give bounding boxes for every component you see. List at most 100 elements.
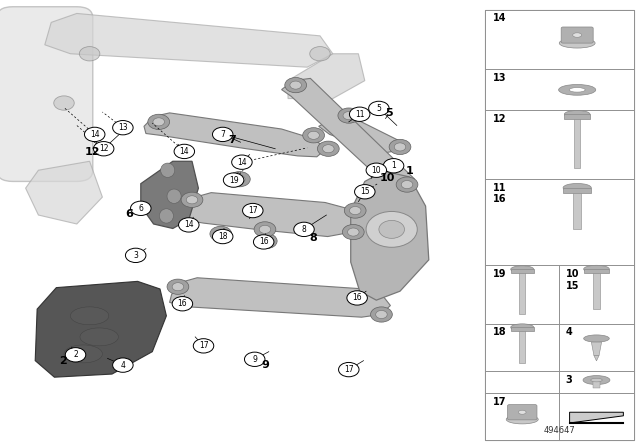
Circle shape: [232, 155, 252, 169]
Polygon shape: [591, 342, 602, 356]
Text: 17: 17: [344, 365, 354, 374]
Circle shape: [212, 229, 233, 244]
Text: 9: 9: [262, 360, 269, 370]
Circle shape: [376, 310, 387, 319]
Text: 2: 2: [59, 356, 67, 366]
Circle shape: [113, 121, 133, 135]
Circle shape: [167, 279, 189, 294]
Circle shape: [347, 291, 367, 305]
Bar: [564, 114, 590, 119]
Ellipse shape: [564, 111, 590, 118]
Bar: [559, 324, 634, 371]
FancyBboxPatch shape: [561, 27, 593, 43]
Circle shape: [366, 211, 417, 247]
Bar: [593, 380, 600, 388]
Circle shape: [179, 218, 199, 232]
Text: 10: 10: [371, 166, 381, 175]
Text: 1: 1: [391, 161, 396, 170]
Bar: [559, 371, 634, 393]
Text: 13: 13: [118, 123, 128, 132]
Bar: [485, 10, 634, 69]
Text: 19: 19: [493, 269, 506, 279]
Circle shape: [310, 47, 330, 61]
Circle shape: [215, 230, 227, 238]
Text: 3: 3: [133, 251, 138, 260]
Polygon shape: [282, 78, 415, 189]
Text: 13: 13: [493, 73, 506, 83]
Text: 17: 17: [493, 397, 506, 407]
Bar: [559, 393, 634, 440]
Text: 1: 1: [406, 166, 413, 176]
Polygon shape: [45, 13, 333, 67]
Circle shape: [379, 220, 404, 238]
Bar: [485, 393, 559, 440]
Circle shape: [317, 141, 339, 156]
Circle shape: [174, 144, 195, 159]
Circle shape: [228, 172, 250, 187]
Ellipse shape: [563, 184, 591, 192]
Circle shape: [401, 181, 413, 189]
Text: 6: 6: [125, 209, 133, 219]
Ellipse shape: [591, 378, 602, 382]
Circle shape: [396, 177, 418, 192]
Circle shape: [125, 248, 146, 263]
Circle shape: [338, 108, 360, 123]
Ellipse shape: [506, 415, 538, 424]
Circle shape: [172, 297, 193, 311]
Text: 6: 6: [138, 204, 143, 213]
FancyBboxPatch shape: [508, 405, 537, 420]
Ellipse shape: [161, 163, 175, 177]
Polygon shape: [182, 193, 362, 237]
Circle shape: [371, 307, 392, 322]
Polygon shape: [594, 356, 599, 361]
Bar: [485, 371, 559, 393]
Circle shape: [253, 235, 274, 249]
Circle shape: [348, 228, 359, 236]
Circle shape: [366, 163, 387, 177]
Circle shape: [290, 81, 301, 89]
Circle shape: [223, 173, 244, 187]
Text: 5: 5: [376, 104, 381, 113]
Text: 12: 12: [85, 147, 100, 157]
Circle shape: [148, 114, 170, 129]
Circle shape: [210, 226, 232, 241]
Polygon shape: [319, 116, 400, 153]
Circle shape: [181, 192, 203, 207]
Bar: [485, 179, 634, 265]
Text: 16: 16: [352, 293, 362, 302]
Circle shape: [349, 207, 361, 215]
Bar: [485, 69, 634, 111]
Circle shape: [93, 142, 114, 156]
Text: 4: 4: [566, 327, 573, 337]
Circle shape: [342, 224, 364, 240]
Text: 18: 18: [218, 232, 227, 241]
Text: 3: 3: [566, 375, 573, 385]
Circle shape: [131, 201, 151, 215]
Text: 8: 8: [310, 233, 317, 243]
Text: 11: 11: [355, 110, 364, 119]
FancyBboxPatch shape: [0, 7, 93, 181]
Circle shape: [234, 175, 245, 183]
Circle shape: [343, 112, 355, 120]
Ellipse shape: [511, 266, 534, 273]
Text: 4: 4: [120, 361, 125, 370]
Ellipse shape: [80, 328, 118, 346]
Polygon shape: [26, 161, 102, 224]
Bar: [485, 111, 634, 179]
Ellipse shape: [584, 265, 609, 273]
Ellipse shape: [159, 209, 173, 223]
Ellipse shape: [518, 410, 526, 414]
Circle shape: [344, 203, 366, 218]
Bar: [511, 269, 534, 273]
Bar: [485, 265, 559, 324]
Bar: [520, 332, 525, 363]
Circle shape: [153, 118, 164, 126]
Text: 14: 14: [493, 13, 506, 23]
Polygon shape: [351, 171, 429, 300]
Ellipse shape: [70, 307, 109, 325]
Circle shape: [243, 203, 263, 218]
Circle shape: [113, 358, 133, 372]
Text: 2: 2: [73, 350, 78, 359]
Circle shape: [259, 225, 271, 233]
Ellipse shape: [167, 189, 181, 203]
